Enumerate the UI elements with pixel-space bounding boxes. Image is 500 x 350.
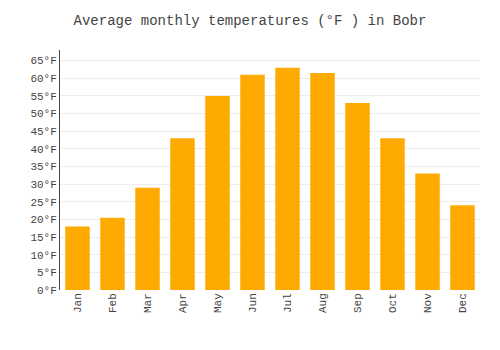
svg-text:Jul: Jul xyxy=(282,293,294,313)
svg-text:60°F: 60°F xyxy=(30,73,56,85)
svg-text:Mar: Mar xyxy=(142,293,154,313)
svg-text:55°F: 55°F xyxy=(30,91,56,103)
svg-text:45°F: 45°F xyxy=(30,126,56,138)
svg-text:20°F: 20°F xyxy=(30,214,56,226)
svg-text:Aug: Aug xyxy=(317,293,329,313)
svg-text:Dec: Dec xyxy=(457,293,469,313)
svg-text:65°F: 65°F xyxy=(30,55,56,67)
svg-text:30°F: 30°F xyxy=(30,179,56,191)
svg-text:0°F: 0°F xyxy=(37,285,57,297)
svg-text:Feb: Feb xyxy=(107,293,119,313)
svg-text:Average monthly temperatures (: Average monthly temperatures (°F ) in Bo… xyxy=(74,13,427,29)
svg-text:10°F: 10°F xyxy=(30,250,56,262)
svg-text:May: May xyxy=(212,293,224,313)
svg-text:Sep: Sep xyxy=(352,293,364,313)
svg-text:40°F: 40°F xyxy=(30,144,56,156)
svg-text:Jun: Jun xyxy=(247,293,259,313)
svg-text:5°F: 5°F xyxy=(37,267,57,279)
svg-text:Oct: Oct xyxy=(387,293,399,313)
svg-text:50°F: 50°F xyxy=(30,108,56,120)
svg-text:25°F: 25°F xyxy=(30,197,56,209)
svg-text:Nov: Nov xyxy=(422,293,434,313)
svg-text:15°F: 15°F xyxy=(30,232,56,244)
svg-text:35°F: 35°F xyxy=(30,161,56,173)
svg-text:Apr: Apr xyxy=(177,293,189,313)
svg-text:Jan: Jan xyxy=(72,293,84,313)
